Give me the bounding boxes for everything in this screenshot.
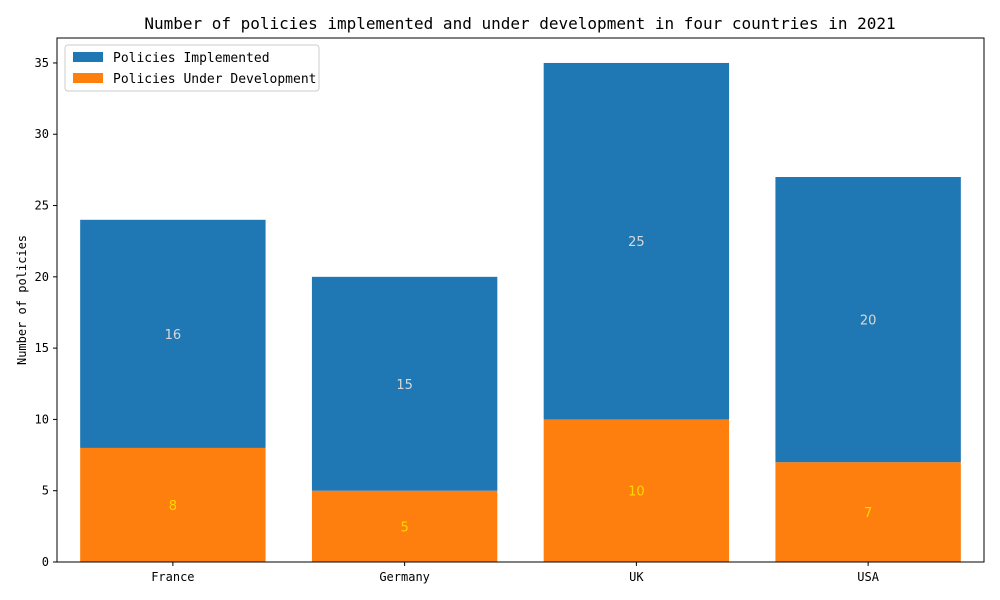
y-tick-label: 35 (35, 56, 49, 70)
y-tick-label: 30 (35, 127, 49, 141)
data-label-policies-implemented-germany: 15 (396, 378, 413, 393)
data-label-policies-implemented-uk: 25 (628, 235, 645, 250)
legend-swatch-policies-under-development (73, 73, 103, 83)
legend-label-policies-implemented: Policies Implemented (113, 51, 270, 66)
y-axis-label: Number of policies (15, 235, 29, 365)
legend: Policies Implemented Policies Under Devel… (65, 45, 319, 91)
x-tick-label-france: France (151, 570, 194, 584)
x-tick-label-germany: Germany (379, 570, 430, 584)
y-tick-label: 0 (42, 555, 49, 569)
data-label-policies-under-development-germany: 5 (400, 520, 408, 535)
y-tick-label: 25 (35, 199, 49, 213)
data-label-policies-under-development-uk: 10 (628, 485, 645, 500)
y-tick-label: 15 (35, 341, 49, 355)
plot-area: 8 16 France 5 15 Germany 10 25 UK 7 20 USA 0 5 10 15 20 2… (35, 56, 961, 584)
data-label-policies-under-development-usa: 7 (864, 506, 872, 521)
data-label-policies-implemented-usa: 20 (860, 314, 877, 329)
y-tick-label: 20 (35, 270, 49, 284)
data-label-policies-implemented-france: 16 (165, 328, 182, 343)
y-tick-label: 10 (35, 412, 49, 426)
x-tick-label-uk: UK (629, 570, 644, 584)
legend-swatch-policies-implemented (73, 52, 103, 62)
y-tick-label: 5 (42, 484, 49, 498)
data-label-policies-under-development-france: 8 (169, 499, 177, 514)
x-tick-label-usa: USA (857, 570, 879, 584)
chart-title: Number of policies implemented and under… (144, 14, 895, 33)
legend-label-policies-under-development: Policies Under Development (113, 72, 317, 87)
